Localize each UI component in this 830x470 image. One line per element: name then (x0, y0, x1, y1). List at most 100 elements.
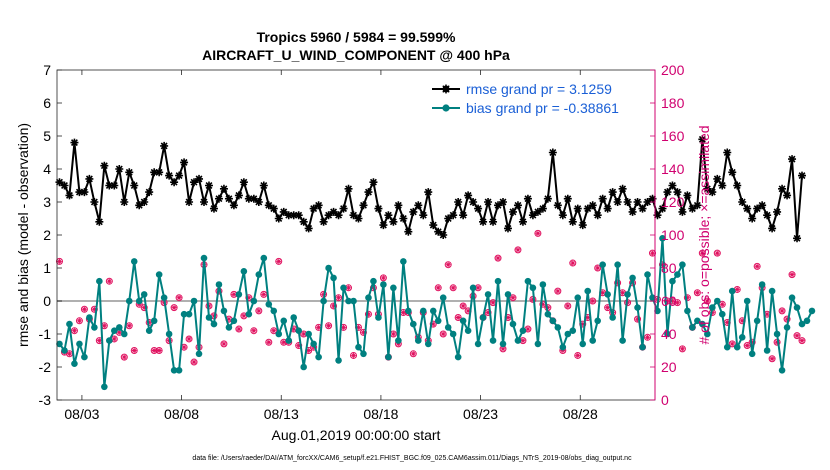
bias-point (768, 287, 776, 295)
rmse-point (190, 178, 199, 187)
rmse-point (65, 191, 74, 200)
obs-assimilated-point (151, 348, 157, 353)
obs-possible-point (649, 249, 657, 257)
rmse-point (419, 211, 428, 220)
bias-point (205, 314, 213, 321)
plot-frame (56, 69, 656, 401)
bias-point (215, 281, 223, 288)
obs-assimilated-point (146, 320, 152, 325)
legend-rmse-label: rmse grand pr = 3.1259 (466, 81, 612, 97)
x-tick-label: 08/18 (363, 406, 398, 422)
rmse-point (484, 198, 493, 206)
bias-point (195, 350, 203, 358)
bias-point (355, 343, 362, 351)
obs-possible-point (359, 328, 367, 336)
obs-assimilated-point (67, 351, 72, 357)
obs-assimilated-point (57, 259, 62, 264)
rmse-point (254, 198, 263, 206)
obs-assimilated-point (410, 351, 416, 357)
rmse-point (474, 204, 483, 213)
obs-assimilated-point (460, 303, 466, 309)
obs-possible-point (275, 257, 283, 265)
bias-point (190, 297, 198, 305)
y-left-tick-label: 7 (43, 62, 51, 78)
rmse-point (234, 191, 243, 200)
bias-point (469, 284, 477, 292)
bias-point (669, 277, 676, 285)
rmse-point (404, 227, 413, 236)
obs-assimilated-point (734, 287, 740, 292)
bias-point (220, 307, 228, 315)
bias-point (604, 291, 611, 298)
bias-point (439, 294, 447, 302)
bias-point (165, 330, 173, 338)
bias-point (170, 367, 178, 374)
x-axis-label: Aug.01,2019 00:00:00 start (272, 427, 441, 443)
rmse-point (249, 194, 258, 203)
bias-point (659, 235, 666, 242)
obs-assimilated-point (665, 298, 670, 304)
bias-point (155, 271, 163, 278)
bias-point (370, 277, 377, 285)
bias-point (375, 314, 382, 321)
obs-assimilated-point (635, 316, 640, 322)
y-left-tick-label: 3 (43, 194, 51, 210)
bias-point (180, 310, 188, 318)
chart-title-line1: Tropics 5960 / 5984 = 99.599% (257, 29, 456, 45)
bias-point (390, 284, 397, 292)
obs-assimilated-point (650, 250, 655, 256)
bias-point (464, 327, 472, 335)
obs-possible-point (80, 305, 88, 313)
rmse-point (374, 204, 383, 213)
obs-assimilated-point (331, 303, 336, 309)
obs-possible-point (350, 351, 358, 359)
rmse-point (70, 138, 79, 147)
obs-possible-point (325, 322, 333, 330)
obs-assimilated-point (211, 313, 217, 319)
obs-assimilated-point (660, 262, 665, 268)
rmse-point (195, 174, 204, 183)
rmse-point (424, 188, 433, 197)
bias-point (479, 314, 487, 321)
bias-point (689, 324, 696, 331)
rmse-point (434, 227, 443, 236)
obs-possible-point (768, 355, 776, 363)
obs-assimilated-point (515, 247, 521, 253)
bias-point (629, 274, 636, 282)
obs-assimilated-point (545, 305, 551, 310)
rmse-point (653, 211, 662, 220)
rmse-point (269, 204, 278, 213)
rmse-point (713, 174, 722, 183)
bias-point (484, 291, 492, 298)
rmse-point (633, 198, 642, 206)
rmse-point (379, 221, 388, 230)
obs-possible-point (793, 332, 801, 340)
rmse-point (573, 204, 582, 213)
bias-point (315, 353, 322, 361)
rmse-point (409, 207, 418, 216)
obs-assimilated-point (794, 333, 800, 339)
rmse-point (469, 198, 478, 206)
obs-assimilated-point (645, 334, 650, 340)
bias-point (106, 337, 113, 344)
obs-assimilated-point (356, 325, 361, 330)
obs-possible-point (185, 335, 193, 343)
bias-point (808, 307, 816, 315)
bias-point (429, 307, 437, 315)
obs-assimilated-point (366, 311, 371, 317)
bias-point (639, 343, 646, 351)
bias-point (240, 268, 248, 275)
obs-possible-point (105, 277, 113, 285)
obs-assimilated-point (510, 295, 516, 301)
rmse-point (518, 217, 527, 226)
rmse-point (115, 165, 124, 173)
bias-point (210, 320, 218, 328)
rmse-point (563, 194, 572, 203)
bias-point (718, 310, 726, 318)
obs-possible-point (778, 307, 786, 315)
bias-point (778, 367, 786, 374)
x-tick-label: 08/13 (264, 406, 299, 422)
rmse-point (304, 224, 313, 233)
obs-assimilated-point (141, 305, 147, 310)
